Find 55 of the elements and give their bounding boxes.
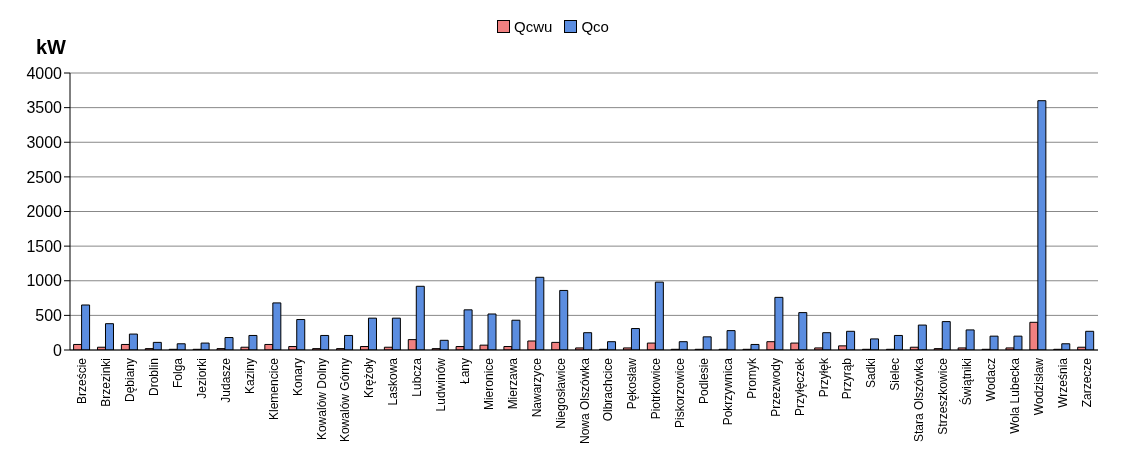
- x-tick-label: Droblin: [147, 358, 162, 397]
- x-tick-label: Wodzisław: [1031, 357, 1046, 416]
- y-axis-title: kW: [36, 36, 66, 59]
- x-tick-label: Mieronice: [481, 357, 496, 411]
- y-tick-label: 1500: [26, 237, 63, 255]
- x-tick-label: Przezwody: [768, 358, 783, 417]
- x-tick-label: Krężoły: [362, 358, 377, 399]
- x-tick-label: Przyłęczek: [792, 357, 807, 417]
- y-tick-label: 0: [53, 341, 63, 359]
- x-tick-label: Folga: [171, 357, 186, 389]
- x-tick-label: Przyłęk: [816, 357, 831, 398]
- y-tick-label: 2500: [26, 168, 63, 186]
- y-tick-label: 3000: [26, 133, 63, 151]
- legend-label: Qco: [580, 18, 609, 35]
- x-tick-label: Piskorzowice: [673, 357, 688, 429]
- x-tick-label: Brzezinki: [99, 358, 114, 407]
- x-tick-label: Niegosławice: [553, 357, 568, 429]
- y-tick-label: 2000: [26, 203, 63, 221]
- x-tick-label: Judasze: [218, 357, 233, 403]
- y-tick-label: 500: [35, 307, 63, 325]
- x-tick-label: Mierzawa: [505, 357, 520, 410]
- x-tick-label: Nowa Olszówka: [577, 357, 592, 445]
- x-tick-label: Olbrachcice: [601, 357, 616, 422]
- x-tick-label: Kowalów Górny: [338, 358, 353, 443]
- x-tick-label: Wodacz: [983, 358, 998, 402]
- x-tick-label: Ludwinów: [434, 357, 449, 412]
- x-tick-label: Brzeście: [75, 357, 90, 405]
- y-tick-label: 4000: [26, 64, 63, 82]
- x-tick-label: Podlesie: [697, 357, 712, 405]
- x-tick-label: Kowalów Dolny: [314, 358, 329, 441]
- x-tick-label: Sielec: [888, 358, 903, 391]
- x-tick-label: Nawarzyce: [529, 357, 544, 418]
- x-tick-label: Pokrzywnica: [720, 357, 735, 426]
- x-tick-label: Klemencice: [266, 357, 281, 421]
- x-tick-label: Jeziorki: [195, 358, 210, 399]
- x-tick-label: Łany: [457, 358, 472, 385]
- x-tick-label: Września: [1055, 357, 1070, 408]
- x-tick-label: Laskowa: [386, 357, 401, 406]
- x-tick-label: Lubcza: [410, 357, 425, 397]
- x-tick-label: Stara Olszówka: [912, 357, 927, 443]
- x-tick-label: Przyrąb: [840, 357, 855, 400]
- x-tick-label: Promyk: [744, 357, 759, 399]
- x-tick-label: Piotrkowice: [649, 357, 664, 420]
- x-tick-label: Dębiany: [123, 358, 138, 403]
- x-tick-label: Konary: [290, 358, 305, 397]
- x-tick-label: Kaziny: [242, 358, 257, 395]
- x-tick-label: Sadki: [864, 358, 879, 389]
- y-tick-label: 3500: [26, 99, 63, 117]
- x-tick-label: Strzeszkowice: [936, 357, 951, 435]
- y-tick-label: 1000: [26, 272, 63, 290]
- x-tick-label: Wola Lubecka: [1007, 357, 1022, 434]
- x-tick-label: Pękosław: [625, 357, 640, 410]
- x-tick-label: Świątniki: [959, 358, 975, 406]
- x-tick-label: Zarzecze: [1079, 357, 1094, 408]
- legend-label: Qcwu: [513, 18, 553, 35]
